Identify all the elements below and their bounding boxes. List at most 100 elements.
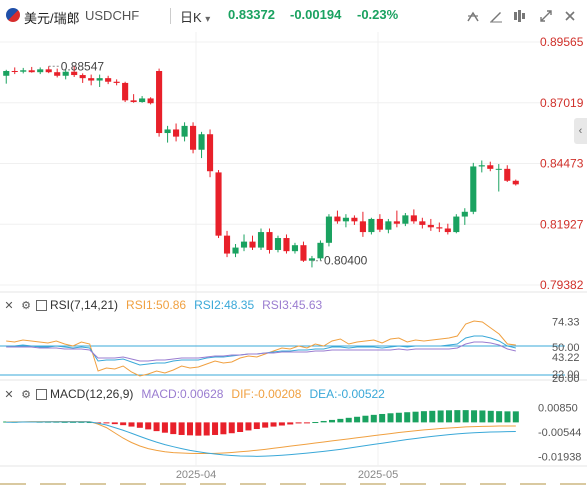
macd-bar (329, 419, 336, 423)
candle (283, 238, 290, 252)
price-panel: 0.88547 0.80400 (3, 59, 519, 268)
draw-icon[interactable] (486, 6, 506, 26)
candle (54, 72, 61, 76)
macd-tick-label: -0.00544 (538, 427, 581, 439)
macd-bar (337, 418, 344, 423)
candle (300, 245, 307, 261)
macd-bar (178, 422, 185, 435)
candle (139, 98, 146, 103)
macd-bar (479, 410, 486, 423)
macd-bar (262, 422, 269, 428)
candle (164, 129, 171, 134)
macd-bar (412, 411, 419, 423)
candle (342, 217, 349, 222)
settings-icon[interactable]: ⚙ (21, 388, 31, 401)
y-tick-label: 0.87019 (540, 96, 584, 110)
toggle-checkbox[interactable] (36, 388, 47, 400)
macd-bar (320, 420, 327, 423)
candle (37, 69, 44, 73)
macd-bar (120, 422, 127, 426)
macd-value: MACD:0.00628 (141, 387, 224, 401)
candle (11, 70, 18, 72)
macd-bar (170, 422, 177, 435)
candle (393, 221, 400, 224)
rsi-line-rsi1 (6, 320, 516, 377)
fullscreen-icon[interactable] (536, 6, 556, 26)
pair-name[interactable]: 美元/瑞郎 (24, 11, 80, 26)
candle (419, 221, 426, 225)
candle (147, 98, 154, 104)
macd-panel (3, 410, 519, 457)
candle (105, 78, 112, 82)
price-change: -0.00194 (290, 7, 342, 22)
expand-icon[interactable] (463, 6, 483, 26)
candle (198, 134, 205, 150)
hide-eye-icon[interactable]: ✕ (4, 299, 14, 312)
macd-bar (471, 410, 478, 423)
candle (266, 232, 273, 250)
macd-bar (237, 422, 244, 432)
rsi3-value: RSI3:45.63 (262, 298, 323, 312)
macd-bar (220, 422, 227, 435)
macd-bar (287, 422, 294, 425)
macd-bar (203, 422, 210, 436)
candle (240, 241, 248, 248)
collapse-panel-button[interactable]: ‹ (574, 118, 587, 144)
macd-bar (496, 411, 503, 423)
macd-bar (445, 410, 452, 423)
rsi-panel (0, 320, 565, 377)
candle (274, 238, 282, 250)
macd-bar (454, 410, 461, 423)
rsi-tick-label: 74.33 (552, 317, 580, 329)
candle (453, 216, 460, 233)
macd-bar (295, 422, 302, 424)
close-icon[interactable] (560, 6, 580, 26)
rsi-legend: ✕ ⚙ RSI(7,14,21) RSI1:50.86 RSI2:48.35 R… (2, 296, 322, 314)
chevron-left-icon: ‹ (578, 125, 583, 137)
candle (291, 245, 299, 252)
candle (96, 78, 103, 81)
macd-label: MACD(12,26,9) (50, 387, 134, 401)
candle (173, 129, 180, 137)
x-tick-label: 2025-05 (358, 469, 398, 481)
dif-value: DIF:-0.00208 (231, 387, 302, 401)
timeframe-select[interactable]: 日K ▾ (180, 7, 210, 26)
settings-icon[interactable] (509, 6, 529, 26)
y-tick-label: 0.81927 (540, 217, 584, 231)
macd-bar (303, 422, 310, 424)
macd-bar (362, 415, 369, 423)
candle (410, 215, 417, 222)
candle (181, 125, 188, 137)
macd-bar (278, 422, 285, 426)
settings-icon[interactable]: ⚙ (21, 299, 31, 312)
macd-tick-label: 0.00850 (538, 403, 578, 415)
rsi-tick-label: 22.00 (552, 369, 580, 381)
macd-bar (195, 422, 202, 436)
candle (20, 70, 27, 72)
macd-line-dea (6, 421, 516, 457)
hide-eye-icon[interactable]: ✕ (4, 388, 14, 401)
axes: 0.89565 0.87019 0.84473 0.81927 0.79382 2025-… (176, 35, 584, 481)
candle (478, 165, 485, 167)
candle (113, 81, 120, 83)
chart-toolbar: 美元/瑞郎 USDCHF 日K ▾ 0.83372 -0.00194 -0.23… (0, 0, 587, 32)
y-tick-label: 0.79382 (540, 278, 584, 292)
candle (130, 100, 137, 103)
candle (368, 218, 375, 233)
macd-bar (429, 410, 436, 423)
macd-bar (128, 422, 135, 427)
toggle-checkbox[interactable] (36, 299, 47, 311)
candle (325, 216, 332, 243)
candle (444, 228, 451, 233)
rsi-tick-label: 50.00 (552, 342, 580, 354)
macd-bar (212, 422, 219, 435)
high-label: 0.88547 (61, 59, 105, 73)
flag-icon (6, 8, 20, 22)
price-change-percent: -0.23% (357, 7, 399, 22)
macd-bar (420, 411, 427, 423)
candle (88, 78, 95, 81)
macd-bar (161, 422, 168, 433)
y-tick-label: 0.84473 (540, 157, 584, 171)
candle (487, 165, 494, 169)
